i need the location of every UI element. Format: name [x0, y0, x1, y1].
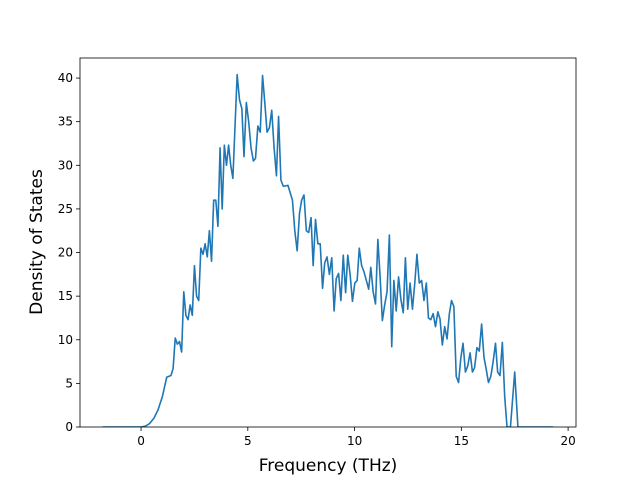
y-tick-label: 20 — [58, 246, 73, 260]
x-axis-label: Frequency (THz) — [259, 456, 398, 476]
y-tick-label: 30 — [58, 158, 73, 172]
x-tick-label: 0 — [137, 434, 145, 448]
line — [102, 73, 554, 427]
y-tick-label: 35 — [58, 115, 73, 129]
y-tick-label: 5 — [65, 376, 73, 390]
x-tick-label: 10 — [347, 434, 362, 448]
y-tick-label: 25 — [58, 202, 73, 216]
y-tick-label: 0 — [65, 420, 73, 434]
x-tick-label: 5 — [244, 434, 252, 448]
y-tick-label: 40 — [58, 71, 73, 85]
y-axis-label: Density of States — [27, 169, 47, 315]
y-tick-label: 15 — [58, 289, 73, 303]
x-tick-label: 15 — [454, 434, 469, 448]
y-tick-label: 10 — [58, 333, 73, 347]
x-tick-label: 20 — [560, 434, 575, 448]
plot-frame — [79, 57, 577, 428]
